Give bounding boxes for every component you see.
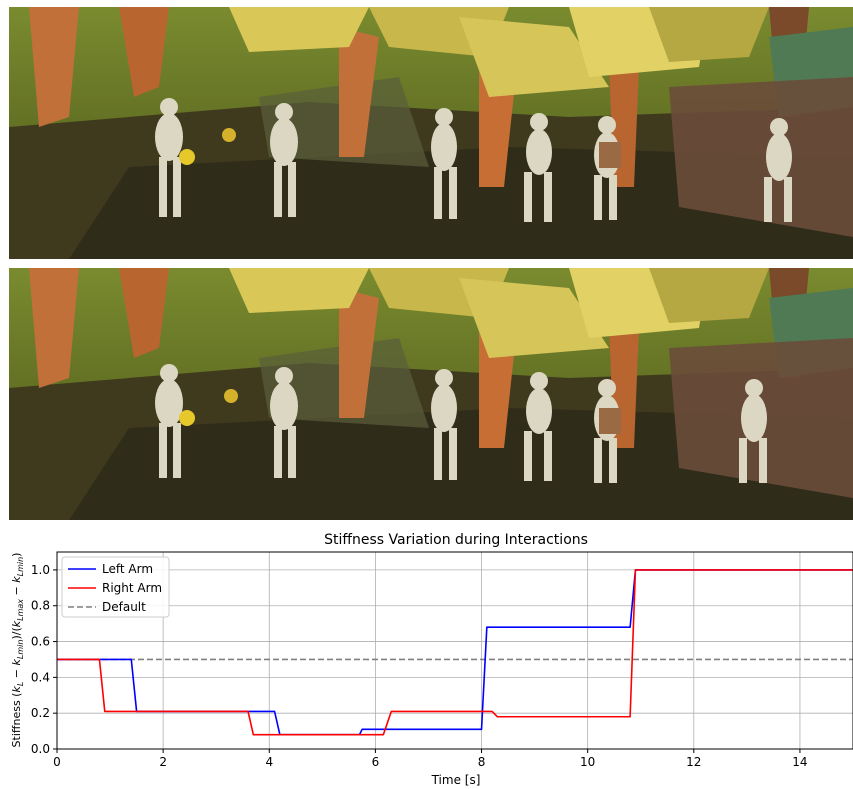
y-tick-label: 0.2 xyxy=(31,706,50,720)
x-tick-label: 6 xyxy=(372,755,380,769)
series-line-left-arm xyxy=(57,569,853,736)
scene-image-top xyxy=(9,7,853,259)
scene-render xyxy=(9,7,853,259)
x-axis-label: Time [s] xyxy=(431,773,481,787)
chart-grid xyxy=(56,552,853,750)
scene-image-bottom xyxy=(9,268,853,520)
x-tick-label: 8 xyxy=(478,755,486,769)
legend-label: Default xyxy=(102,600,146,614)
y-axis-ticks: 0.0 0.2 0.4 0.6 0.8 1.0 xyxy=(31,563,57,756)
stiffness-chart: Stiffness Variation during Interactions … xyxy=(10,532,853,787)
x-tick-label: 10 xyxy=(580,755,595,769)
y-tick-label: 0.6 xyxy=(31,635,50,649)
chart-title: Stiffness Variation during Interactions xyxy=(324,532,588,548)
y-axis-label: Stiffness (kL − kLmin)/(kLmax − kLmin) xyxy=(10,553,25,748)
chart-legend: Left Arm Right Arm Default xyxy=(61,556,170,618)
legend-box xyxy=(61,556,170,618)
series-line-right-arm xyxy=(57,569,853,736)
x-tick-label: 12 xyxy=(686,755,701,769)
chart-series-layer xyxy=(57,569,853,736)
legend-label: Right Arm xyxy=(102,581,162,595)
x-tick-label: 0 xyxy=(53,755,61,769)
x-tick-label: 14 xyxy=(792,755,807,769)
y-tick-label: 0.4 xyxy=(31,670,50,684)
x-tick-label: 2 xyxy=(159,755,167,769)
x-tick-label: 4 xyxy=(265,755,273,769)
scene-render xyxy=(9,268,853,520)
y-tick-label: 0.8 xyxy=(31,599,50,613)
y-tick-label: 0.0 xyxy=(31,742,50,756)
legend-label: Left Arm xyxy=(102,562,153,576)
plot-frame xyxy=(56,551,853,750)
x-axis-ticks: 0 2 4 6 8 10 12 14 xyxy=(53,749,808,769)
y-tick-label: 1.0 xyxy=(31,563,50,577)
